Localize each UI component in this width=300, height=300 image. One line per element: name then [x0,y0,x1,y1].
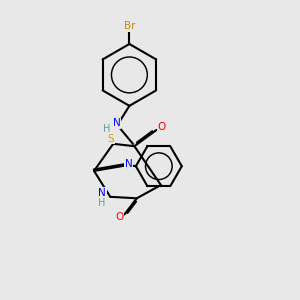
Text: N: N [113,118,121,128]
Text: O: O [115,212,123,222]
Text: N: N [98,188,106,198]
Text: H: H [98,198,106,208]
Text: Br: Br [124,21,135,31]
Text: S: S [107,134,114,143]
Text: O: O [158,122,166,132]
Text: H: H [103,124,111,134]
Text: N: N [124,159,132,169]
